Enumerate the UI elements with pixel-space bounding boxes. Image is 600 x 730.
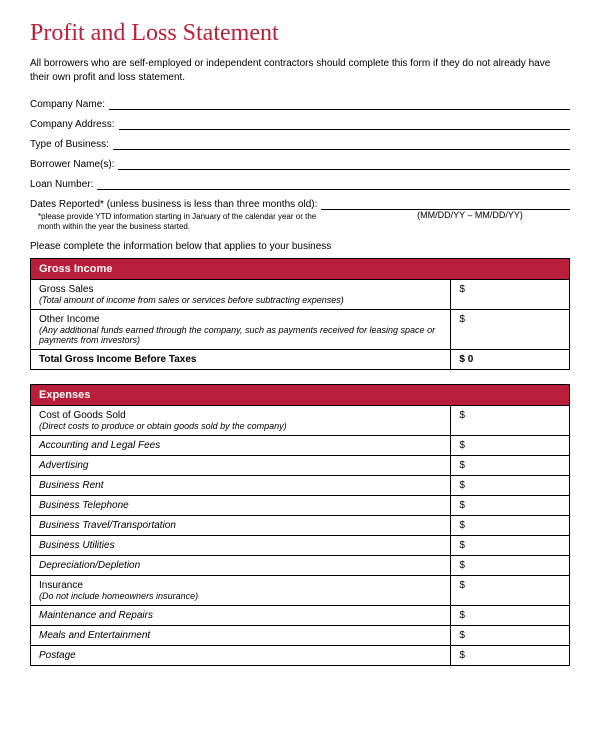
company-name-field[interactable]: Company Name: — [30, 99, 570, 110]
row-label: Gross Sales — [39, 284, 442, 295]
type-of-business-field[interactable]: Type of Business: — [30, 139, 570, 150]
row-label-cell: Depreciation/Depletion — [31, 556, 451, 576]
table-row: Depreciation/Depletion $ — [31, 556, 570, 576]
row-value-cell[interactable]: $ — [451, 626, 570, 646]
table-row: Advertising $ — [31, 456, 570, 476]
company-address-label: Company Address: — [30, 119, 119, 130]
company-address-field[interactable]: Company Address: — [30, 119, 570, 130]
row-label: Business Travel/Transportation — [39, 520, 442, 531]
row-label-cell: Business Utilities — [31, 536, 451, 556]
row-label: Postage — [39, 650, 442, 661]
dates-reported-field[interactable]: Dates Reported* (unless business is less… — [30, 199, 570, 210]
table-row: Insurance(Do not include homeowners insu… — [31, 576, 570, 606]
row-description: (Do not include homeowners insurance) — [39, 591, 442, 601]
row-label: Accounting and Legal Fees — [39, 440, 442, 451]
row-label-cell: Insurance(Do not include homeowners insu… — [31, 576, 451, 606]
table-row: Other Income(Any additional funds earned… — [31, 310, 570, 350]
row-label-cell: Advertising — [31, 456, 451, 476]
row-value-cell[interactable]: $ — [451, 496, 570, 516]
row-label-cell: Accounting and Legal Fees — [31, 436, 451, 456]
table-instruction: Please complete the information below th… — [30, 241, 570, 252]
row-description: (Any additional funds earned through the… — [39, 325, 442, 345]
row-value-cell[interactable]: $ — [451, 516, 570, 536]
table-row: Gross Sales(Total amount of income from … — [31, 280, 570, 310]
row-label: Total Gross Income Before Taxes — [39, 354, 442, 365]
row-label-cell: Maintenance and Repairs — [31, 606, 451, 626]
row-value-cell[interactable]: $ — [451, 456, 570, 476]
table-row: Postage $ — [31, 646, 570, 666]
loan-number-field[interactable]: Loan Number: — [30, 179, 570, 190]
table-row: Total Gross Income Before Taxes $ 0 — [31, 350, 570, 370]
row-label-cell: Postage — [31, 646, 451, 666]
row-description: (Direct costs to produce or obtain goods… — [39, 421, 442, 431]
row-label-cell: Business Travel/Transportation — [31, 516, 451, 536]
gross-income-table: Gross Income Gross Sales(Total amount of… — [30, 258, 570, 370]
loan-number-line[interactable] — [97, 179, 570, 190]
row-value-cell[interactable]: $ — [451, 536, 570, 556]
row-value-cell[interactable]: $ — [451, 556, 570, 576]
company-name-label: Company Name: — [30, 99, 109, 110]
dates-reported-line[interactable] — [321, 199, 570, 210]
borrower-names-line[interactable] — [118, 159, 570, 170]
row-label-cell: Business Telephone — [31, 496, 451, 516]
row-value-cell[interactable]: $ — [451, 606, 570, 626]
row-label: Other Income — [39, 314, 442, 325]
type-of-business-line[interactable] — [113, 139, 570, 150]
row-value-cell[interactable]: $ — [451, 436, 570, 456]
row-value-cell[interactable]: $ — [451, 576, 570, 606]
row-value-cell[interactable]: $ — [451, 646, 570, 666]
type-of-business-label: Type of Business: — [30, 139, 113, 150]
row-label: Depreciation/Depletion — [39, 560, 442, 571]
table-row: Business Rent $ — [31, 476, 570, 496]
page-title: Profit and Loss Statement — [30, 20, 570, 47]
row-label: Advertising — [39, 460, 442, 471]
row-label: Cost of Goods Sold — [39, 410, 442, 421]
row-value-cell[interactable]: $ 0 — [451, 350, 570, 370]
row-label-cell: Business Rent — [31, 476, 451, 496]
row-value-cell[interactable]: $ — [451, 280, 570, 310]
table-row: Business Travel/Transportation $ — [31, 516, 570, 536]
row-value-cell[interactable]: $ — [451, 310, 570, 350]
row-label: Meals and Entertainment — [39, 630, 442, 641]
borrower-names-field[interactable]: Borrower Name(s): — [30, 159, 570, 170]
table-row: Maintenance and Repairs $ — [31, 606, 570, 626]
borrower-names-label: Borrower Name(s): — [30, 159, 118, 170]
row-label: Business Rent — [39, 480, 442, 491]
company-name-line[interactable] — [109, 99, 570, 110]
dates-reported-label: Dates Reported* (unless business is less… — [30, 199, 321, 210]
table-row: Business Telephone $ — [31, 496, 570, 516]
row-label-cell: Meals and Entertainment — [31, 626, 451, 646]
row-label-cell: Cost of Goods Sold(Direct costs to produ… — [31, 406, 451, 436]
table-row: Accounting and Legal Fees $ — [31, 436, 570, 456]
loan-number-label: Loan Number: — [30, 179, 97, 190]
table-row: Meals and Entertainment $ — [31, 626, 570, 646]
row-label: Maintenance and Repairs — [39, 610, 442, 621]
row-label-cell: Gross Sales(Total amount of income from … — [31, 280, 451, 310]
company-address-line[interactable] — [119, 119, 571, 130]
gross-income-header: Gross Income — [31, 259, 570, 280]
row-label: Insurance — [39, 580, 442, 591]
row-label-cell: Other Income(Any additional funds earned… — [31, 310, 451, 350]
row-label: Business Telephone — [39, 500, 442, 511]
expenses-header: Expenses — [31, 385, 570, 406]
expenses-table: Expenses Cost of Goods Sold(Direct costs… — [30, 384, 570, 666]
dates-footnote: *please provide YTD information starting… — [30, 212, 330, 231]
row-label-cell: Total Gross Income Before Taxes — [31, 350, 451, 370]
table-row: Cost of Goods Sold(Direct costs to produ… — [31, 406, 570, 436]
dates-format-hint: (MM/DD/YY – MM/DD/YY) — [370, 210, 570, 241]
row-value-cell[interactable]: $ — [451, 476, 570, 496]
row-description: (Total amount of income from sales or se… — [39, 295, 442, 305]
row-value-cell[interactable]: $ — [451, 406, 570, 436]
row-label: Business Utilities — [39, 540, 442, 551]
table-row: Business Utilities $ — [31, 536, 570, 556]
intro-text: All borrowers who are self-employed or i… — [30, 57, 570, 85]
